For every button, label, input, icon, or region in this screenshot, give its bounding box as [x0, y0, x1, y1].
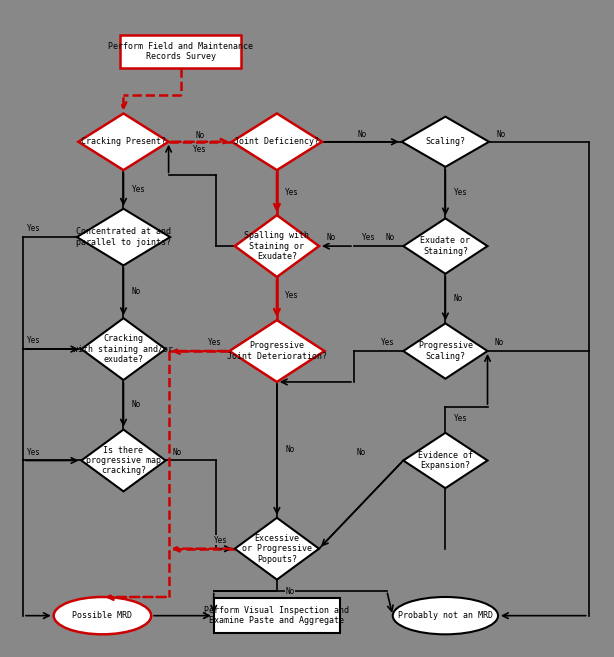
Polygon shape — [235, 518, 319, 579]
Text: Yes: Yes — [286, 291, 299, 300]
Polygon shape — [403, 218, 488, 274]
Text: Exudate or
Staining?: Exudate or Staining? — [421, 237, 470, 256]
Text: No: No — [132, 287, 141, 296]
Polygon shape — [77, 209, 170, 265]
Text: Yes: Yes — [454, 414, 468, 423]
Text: Spalling with
Staining or
Exudate?: Spalling with Staining or Exudate? — [244, 231, 309, 261]
Text: No: No — [357, 129, 367, 139]
Text: No: No — [357, 447, 366, 457]
Text: Yes: Yes — [27, 224, 41, 233]
Text: Progressive
Joint Deterioration?: Progressive Joint Deterioration? — [227, 342, 327, 361]
Polygon shape — [232, 114, 322, 170]
FancyBboxPatch shape — [214, 598, 340, 633]
Text: Yes: Yes — [132, 185, 146, 194]
Text: Scaling?: Scaling? — [426, 137, 465, 147]
Text: Cracking
with staining and/or
exudate?: Cracking with staining and/or exudate? — [74, 334, 174, 364]
Text: Perform Visual Inspection and
Examine Paste and Aggregate: Perform Visual Inspection and Examine Pa… — [204, 606, 349, 625]
Polygon shape — [403, 323, 488, 378]
Text: Concentrated at and
parallel to joints?: Concentrated at and parallel to joints? — [76, 227, 171, 247]
Text: No: No — [495, 338, 504, 347]
Text: Yes: Yes — [193, 145, 207, 154]
Text: No: No — [386, 233, 395, 242]
Text: No: No — [286, 445, 295, 455]
Polygon shape — [81, 430, 166, 491]
Text: Yes: Yes — [454, 188, 468, 197]
Text: Cracking Present?: Cracking Present? — [81, 137, 166, 147]
Text: Probably not an MRD: Probably not an MRD — [398, 611, 493, 620]
Text: Joint Deficiency?: Joint Deficiency? — [235, 137, 319, 147]
Polygon shape — [403, 433, 488, 488]
Text: Excessive
or Progressive
Popouts?: Excessive or Progressive Popouts? — [242, 533, 312, 564]
Text: Perform Field and Maintenance
Records Survey: Perform Field and Maintenance Records Su… — [108, 42, 253, 61]
Polygon shape — [81, 318, 166, 380]
Text: Yes: Yes — [27, 447, 41, 457]
Text: Is there
progressive map
cracking?: Is there progressive map cracking? — [86, 445, 161, 476]
Text: No: No — [196, 131, 205, 140]
Polygon shape — [230, 320, 324, 382]
Text: Yes: Yes — [208, 338, 222, 347]
Text: Possible MRD: Possible MRD — [72, 611, 133, 620]
Text: No: No — [132, 400, 141, 409]
Text: Yes: Yes — [286, 188, 299, 197]
Polygon shape — [235, 215, 319, 277]
Text: Yes: Yes — [362, 233, 376, 242]
Text: Yes: Yes — [381, 338, 395, 347]
Polygon shape — [402, 117, 489, 167]
Ellipse shape — [393, 597, 498, 635]
Text: Yes: Yes — [214, 536, 228, 545]
Text: No: No — [454, 294, 463, 303]
Text: No: No — [496, 129, 505, 139]
Ellipse shape — [53, 597, 151, 635]
Text: No: No — [326, 233, 335, 242]
Text: No: No — [286, 587, 295, 596]
FancyBboxPatch shape — [120, 35, 241, 68]
Text: Progressive
Scaling?: Progressive Scaling? — [418, 342, 473, 361]
Text: Evidence of
Expansion?: Evidence of Expansion? — [418, 451, 473, 470]
Text: No: No — [173, 447, 182, 457]
Text: Yes: Yes — [27, 336, 41, 345]
Polygon shape — [79, 114, 169, 170]
